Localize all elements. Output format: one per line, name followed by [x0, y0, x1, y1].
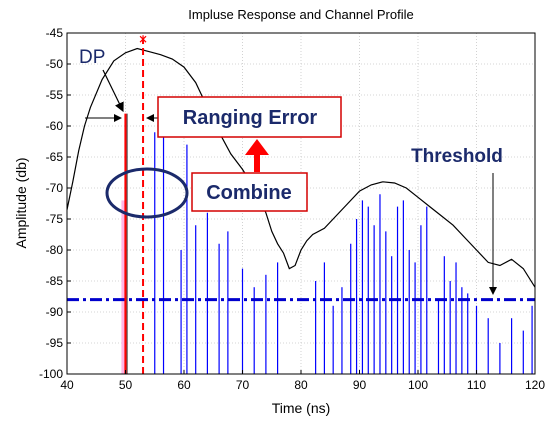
combine-frame	[191, 172, 308, 212]
y-tick-label: -75	[46, 212, 64, 226]
channel-profile	[67, 47, 535, 288]
x-tick-label: 80	[294, 378, 308, 392]
estimate-star	[139, 35, 147, 44]
y-tick-label: -100	[39, 367, 63, 381]
y-ticks: -45 -50 -55 -60 -65 -70 -75 -80 -85 -90 -95 -100	[39, 26, 71, 381]
y-axis-label: Amplitude (db)	[13, 157, 29, 248]
y-tick-label: -60	[46, 119, 64, 133]
profile-highlight	[121, 200, 126, 374]
dp-arrow	[102, 69, 124, 113]
impulse-stems	[154, 126, 533, 374]
y-tick-label: -95	[46, 336, 64, 350]
x-ticks: 40 50 60 70 80 90 100 110 120	[60, 370, 545, 392]
x-tick-label: 70	[236, 378, 250, 392]
threshold-label: Threshold	[411, 146, 503, 167]
combine-box: Combine	[191, 172, 308, 212]
x-tick-label: 40	[60, 378, 74, 392]
threshold-annotation: Threshold	[411, 146, 503, 295]
y-tick-label: -45	[46, 26, 64, 40]
y-tick-label: -90	[46, 305, 64, 319]
ranging-error-frame	[157, 96, 342, 138]
x-tick-label: 110	[467, 378, 486, 392]
x-tick-label: 100	[408, 378, 428, 392]
dp-annotation: DP	[79, 47, 124, 113]
chart-title: Impluse Response and Channel Profile	[188, 7, 413, 22]
x-tick-label: 120	[525, 378, 545, 392]
combine-arrow-icon	[245, 139, 269, 172]
x-tick-label: 90	[353, 378, 367, 392]
x-axis-label: Time (ns)	[272, 400, 331, 416]
combine-ellipse	[105, 167, 189, 219]
y-tick-label: -65	[46, 150, 64, 164]
dp-label: DP	[79, 47, 105, 68]
x-tick-label: 60	[177, 378, 191, 392]
path-markers	[124, 35, 147, 374]
y-tick-label: -55	[46, 88, 64, 102]
ranging-error-box: Ranging Error	[157, 96, 342, 138]
y-tick-label: -85	[46, 274, 64, 288]
combine-label: Combine	[206, 182, 292, 204]
profile-curve	[67, 47, 535, 288]
ranging-error-label: Ranging Error	[183, 107, 318, 129]
dp-highlight	[121, 200, 126, 374]
x-tick-label: 50	[119, 378, 133, 392]
y-tick-label: -70	[46, 181, 64, 195]
grid	[66, 32, 536, 375]
y-tick-label: -80	[46, 243, 64, 257]
y-tick-label: -50	[46, 57, 64, 71]
